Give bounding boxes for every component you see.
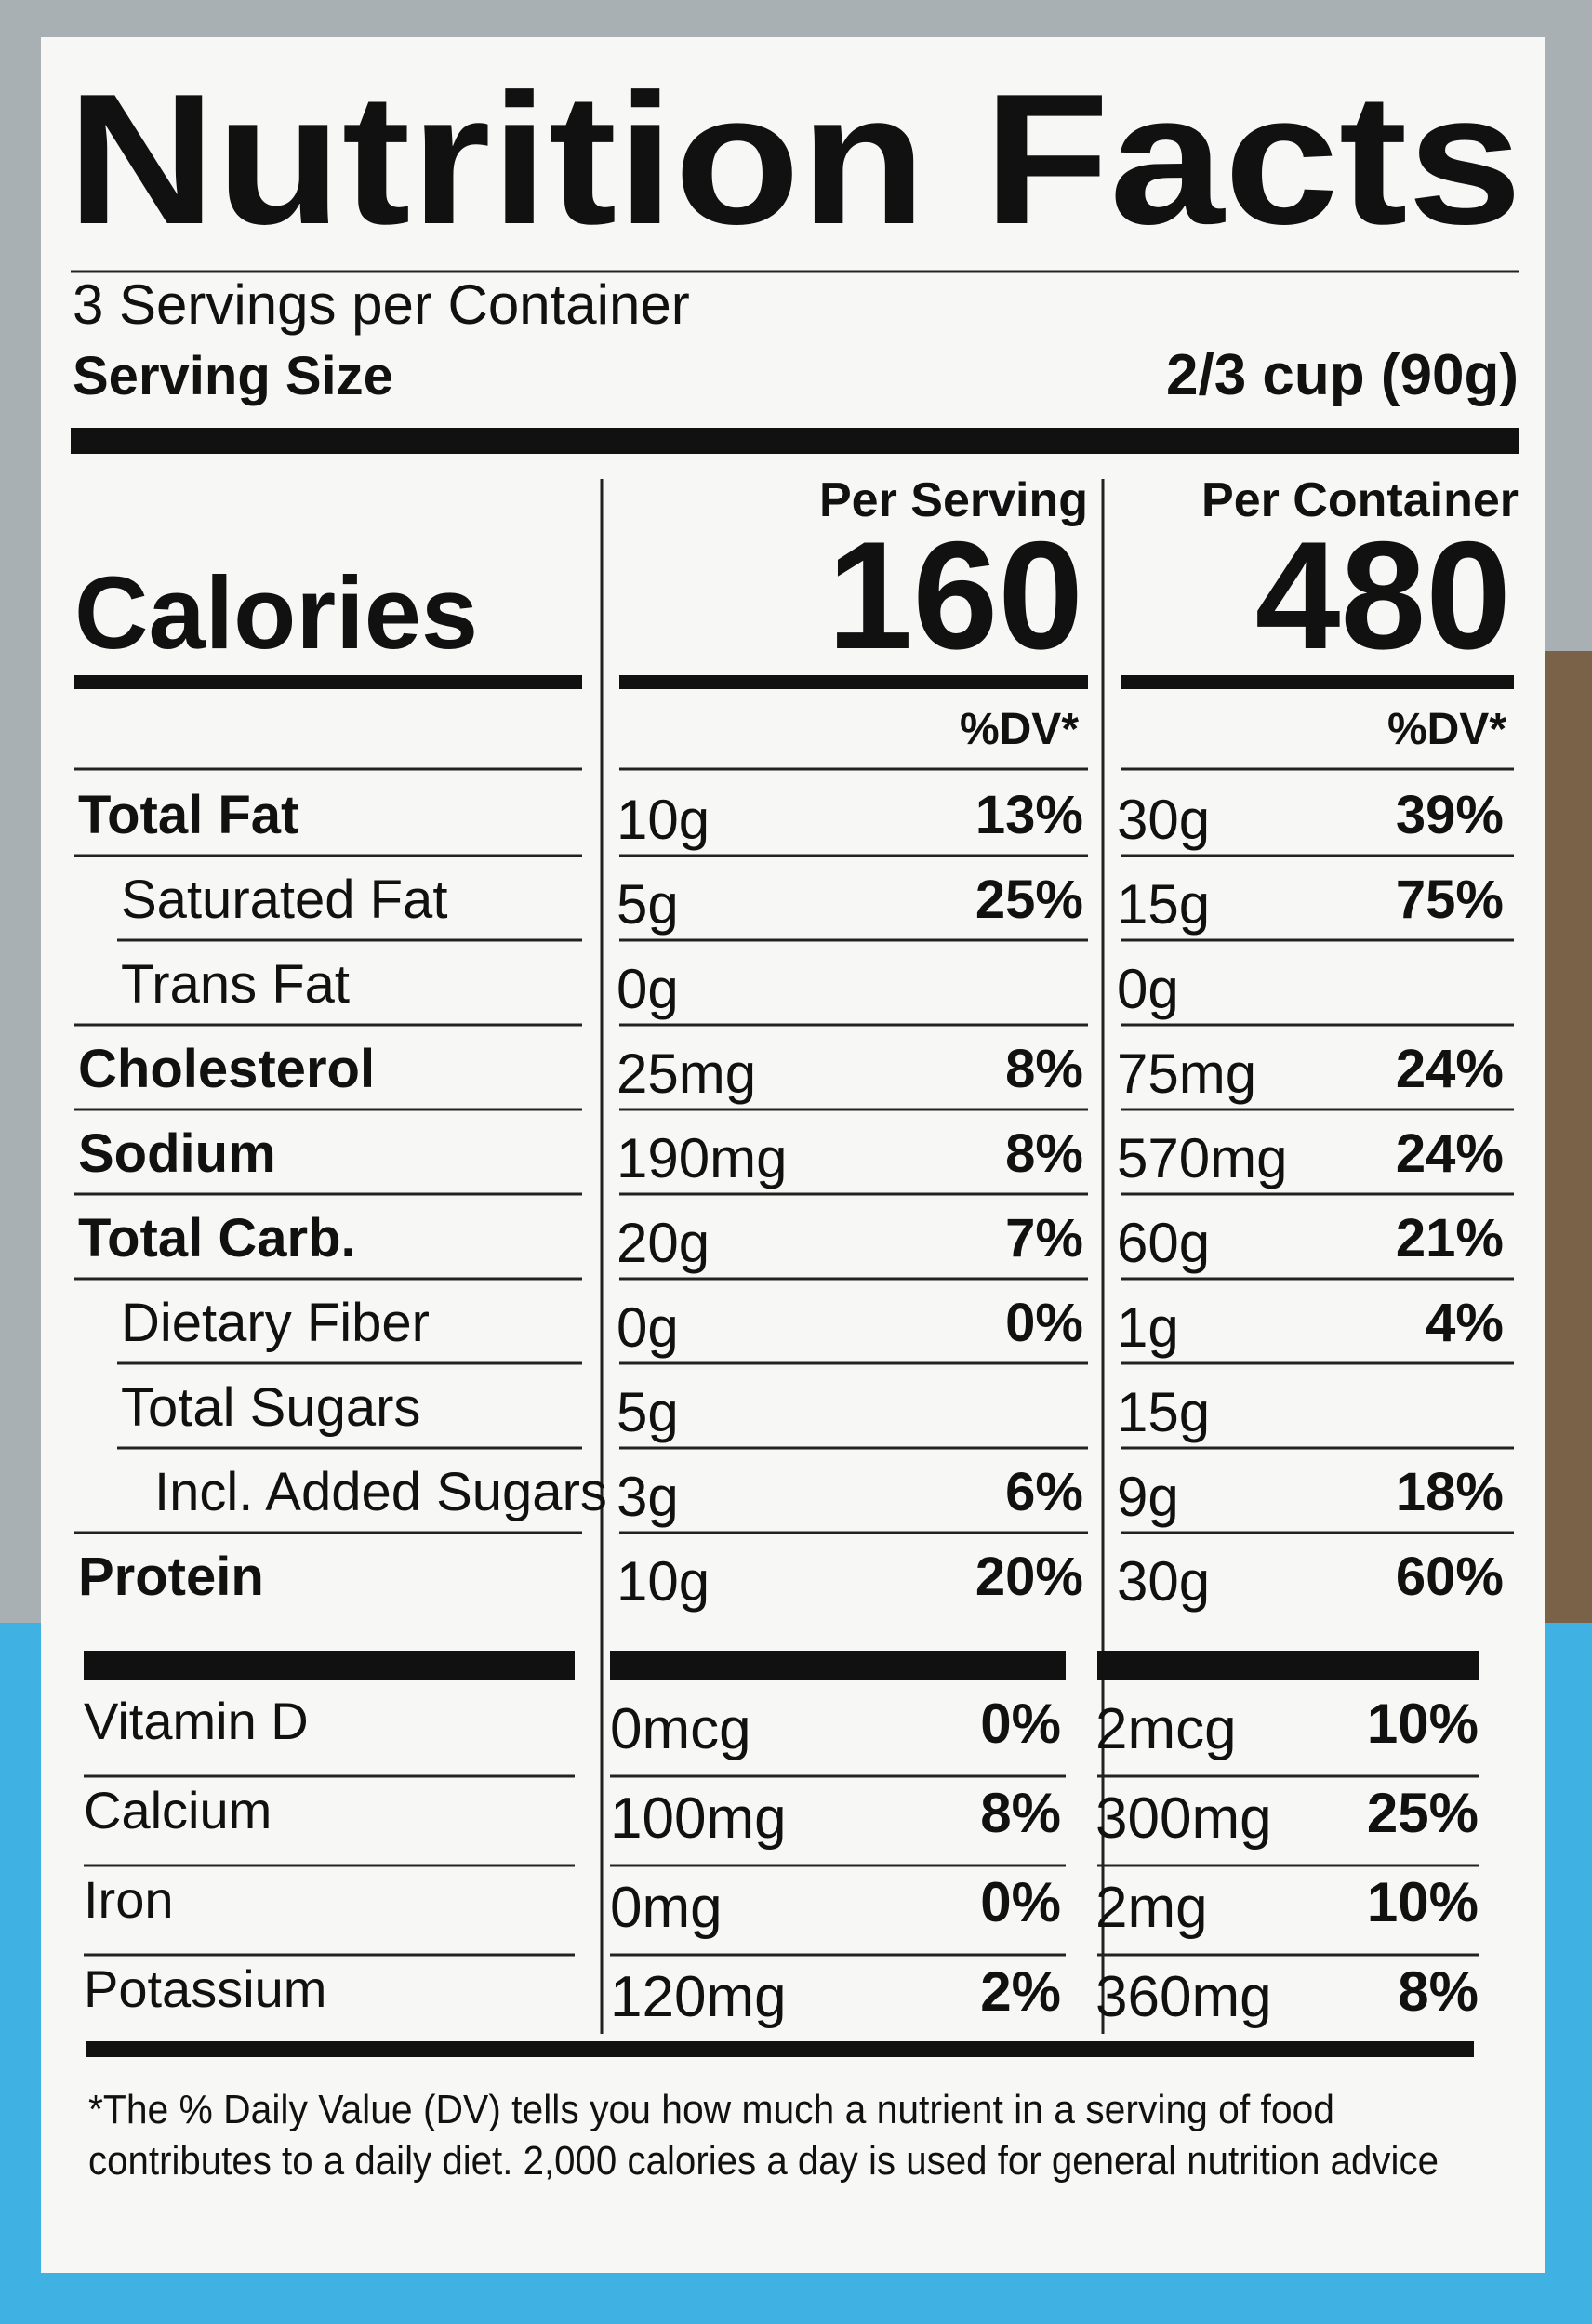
amount: 75mg <box>1117 1042 1256 1105</box>
bar <box>610 1651 1066 1680</box>
amount: 20g <box>617 1212 710 1274</box>
dv-header: %DV* <box>1387 705 1506 754</box>
nutrient-name: Sodium <box>78 1123 276 1184</box>
amount: 360mg <box>1095 1965 1272 2029</box>
amount: 5g <box>617 1381 679 1443</box>
daily-value: 4% <box>1426 1293 1504 1353</box>
vitamin-name: Iron <box>84 1870 174 1929</box>
bar <box>1121 675 1514 689</box>
daily-value: 0% <box>1005 1293 1083 1353</box>
amount: 1g <box>1117 1296 1179 1359</box>
daily-value: 39% <box>1396 785 1504 845</box>
daily-value: 18% <box>1396 1462 1504 1522</box>
vitamin-name: Potassium <box>84 1959 326 2018</box>
amount: 10g <box>617 789 710 851</box>
amount: 15g <box>1117 873 1210 936</box>
amount: 0g <box>1117 958 1179 1020</box>
amount: 30g <box>1117 789 1210 851</box>
daily-value: 75% <box>1396 870 1504 930</box>
nutrient-name: Incl. Added Sugars <box>154 1462 607 1522</box>
bar <box>1097 1651 1479 1680</box>
label-panel <box>41 37 1545 2273</box>
amount: 30g <box>1117 1550 1210 1613</box>
amount: 300mg <box>1095 1786 1272 1851</box>
amount: 100mg <box>610 1786 787 1851</box>
nutrient-name: Trans Fat <box>121 954 350 1015</box>
amount: 2mcg <box>1095 1697 1237 1761</box>
daily-value: 13% <box>975 785 1083 845</box>
nutrient-name: Saturated Fat <box>121 870 447 930</box>
dv-header: %DV* <box>960 705 1079 754</box>
amount: 25mg <box>617 1042 756 1105</box>
amount: 0mg <box>610 1876 723 1940</box>
daily-value: 2% <box>980 1960 1061 2023</box>
bar <box>86 2041 1474 2057</box>
vitamin-name: Calcium <box>84 1781 272 1839</box>
daily-value: 0% <box>980 1871 1061 1933</box>
nutrient-name: Protein <box>78 1547 264 1607</box>
column-header: Per Serving <box>819 473 1088 527</box>
serving-size-value: 2/3 cup (90g) <box>1166 343 1519 407</box>
daily-value: 25% <box>1367 1782 1479 1844</box>
nutrient-name: Total Sugars <box>121 1377 420 1438</box>
bar <box>74 675 582 689</box>
amount: 190mg <box>617 1127 787 1189</box>
serving-size-label: Serving Size <box>73 346 393 406</box>
amount: 0mcg <box>610 1697 751 1761</box>
calories-value: 480 <box>1255 510 1511 681</box>
amount: 3g <box>617 1466 679 1528</box>
daily-value: 25% <box>975 870 1083 930</box>
daily-value: 10% <box>1367 1693 1479 1755</box>
footnote: *The % Daily Value (DV) tells you how mu… <box>88 2087 1334 2132</box>
daily-value: 6% <box>1005 1462 1083 1522</box>
title: Nutrition Facts <box>67 56 1522 263</box>
amount: 9g <box>1117 1466 1179 1528</box>
amount: 120mg <box>610 1965 787 2029</box>
daily-value: 10% <box>1367 1871 1479 1933</box>
amount: 0g <box>617 1296 679 1359</box>
amount: 5g <box>617 873 679 936</box>
nutrient-name: Total Carb. <box>78 1208 356 1268</box>
daily-value: 24% <box>1396 1039 1504 1099</box>
daily-value: 8% <box>1398 1960 1479 2023</box>
amount: 60g <box>1117 1212 1210 1274</box>
calories-value: 160 <box>828 510 1083 681</box>
nutrient-name: Total Fat <box>78 785 298 845</box>
vitamin-name: Vitamin D <box>84 1692 309 1750</box>
daily-value: 8% <box>1005 1039 1083 1099</box>
daily-value: 8% <box>980 1782 1061 1844</box>
amount: 10g <box>617 1550 710 1613</box>
bar <box>84 1651 575 1680</box>
daily-value: 7% <box>1005 1208 1083 1268</box>
amount: 15g <box>1117 1381 1210 1443</box>
nutrient-name: Dietary Fiber <box>121 1293 430 1353</box>
calories-label: Calories <box>74 556 478 671</box>
daily-value: 8% <box>1005 1123 1083 1184</box>
daily-value: 20% <box>975 1547 1083 1607</box>
column-header: Per Container <box>1201 473 1519 527</box>
servings: 3 Servings per Container <box>73 273 690 336</box>
daily-value: 24% <box>1396 1123 1504 1184</box>
daily-value: 0% <box>980 1693 1061 1755</box>
amount: 570mg <box>1117 1127 1287 1189</box>
amount: 0g <box>617 958 679 1020</box>
bar <box>619 675 1088 689</box>
thick-bar <box>71 428 1519 454</box>
amount: 2mg <box>1095 1876 1208 1940</box>
nutrient-name: Cholesterol <box>78 1039 375 1099</box>
daily-value: 21% <box>1396 1208 1504 1268</box>
daily-value: 60% <box>1396 1547 1504 1607</box>
footnote: contributes to a daily diet. 2,000 calor… <box>88 2138 1439 2184</box>
